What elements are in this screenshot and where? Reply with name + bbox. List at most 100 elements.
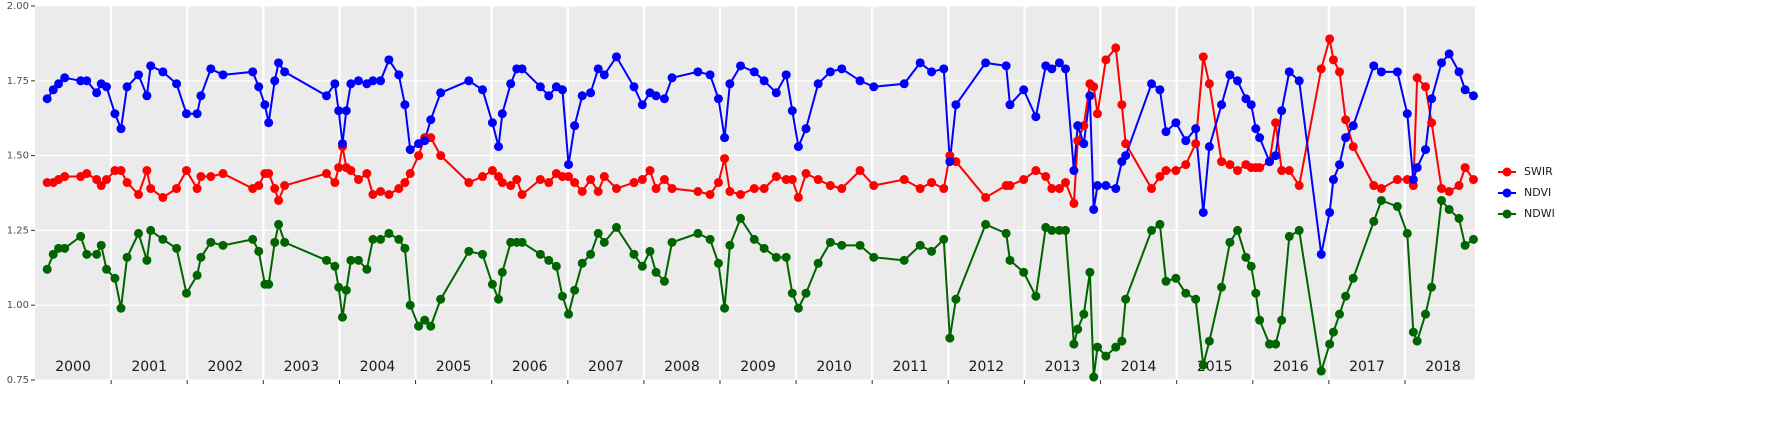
data-point xyxy=(544,178,554,188)
data-point xyxy=(801,124,811,134)
data-point xyxy=(1217,100,1227,110)
data-point xyxy=(362,169,372,179)
data-point xyxy=(1198,207,1208,217)
data-point xyxy=(48,249,58,259)
data-point xyxy=(693,228,703,238)
data-point xyxy=(1335,67,1345,77)
data-point xyxy=(1092,342,1102,352)
data-point xyxy=(837,184,847,194)
data-point xyxy=(192,184,202,194)
data-point xyxy=(218,240,228,250)
year-label: 2005 xyxy=(436,359,472,375)
year-label: 2008 xyxy=(664,359,700,375)
data-point xyxy=(637,100,647,110)
data-point xyxy=(1171,118,1181,128)
data-point xyxy=(142,166,152,176)
data-point xyxy=(713,178,723,188)
data-point xyxy=(218,169,228,179)
data-point xyxy=(787,288,797,298)
data-point xyxy=(1376,67,1386,77)
year-label: 2006 xyxy=(512,359,548,375)
data-point xyxy=(181,288,191,298)
data-point xyxy=(544,255,554,265)
data-point xyxy=(651,184,661,194)
data-point xyxy=(1054,184,1064,194)
data-point xyxy=(334,163,344,173)
data-point xyxy=(1092,109,1102,119)
data-point xyxy=(693,67,703,77)
data-point xyxy=(487,279,497,289)
year-label: 2012 xyxy=(969,359,1005,375)
data-point xyxy=(1421,309,1431,319)
data-point xyxy=(1073,324,1083,334)
data-point xyxy=(1054,58,1064,68)
data-point xyxy=(92,249,102,259)
data-point xyxy=(759,243,769,253)
data-point xyxy=(611,222,621,232)
data-point xyxy=(659,94,669,104)
data-point xyxy=(254,181,264,191)
data-point xyxy=(570,178,580,188)
data-point xyxy=(1460,163,1470,173)
data-point xyxy=(1294,225,1304,235)
data-point xyxy=(337,312,347,322)
data-point xyxy=(1147,225,1157,235)
data-point xyxy=(464,76,474,86)
data-point xyxy=(1460,240,1470,250)
data-point xyxy=(1341,291,1351,301)
data-point xyxy=(376,76,386,86)
data-point xyxy=(134,189,144,199)
data-point xyxy=(196,91,206,101)
year-label: 2007 xyxy=(588,359,624,375)
data-point xyxy=(1073,121,1083,131)
data-point xyxy=(1335,309,1345,319)
data-point xyxy=(353,76,363,86)
data-point xyxy=(116,124,126,134)
data-point xyxy=(146,225,156,235)
data-point xyxy=(771,172,781,182)
data-point xyxy=(659,175,669,185)
data-point xyxy=(254,246,264,256)
data-point xyxy=(322,255,332,265)
data-point xyxy=(1328,175,1338,185)
data-point xyxy=(1069,339,1079,349)
data-point xyxy=(400,100,410,110)
series-line xyxy=(46,198,1475,378)
data-point xyxy=(142,91,152,101)
legend-label: SWIR xyxy=(1524,165,1553,178)
data-point xyxy=(60,73,70,83)
data-point xyxy=(110,273,120,283)
data-point xyxy=(322,169,332,179)
data-point xyxy=(494,142,504,152)
data-point xyxy=(280,237,290,247)
data-point xyxy=(611,184,621,194)
data-point xyxy=(322,91,332,101)
data-point xyxy=(899,255,909,265)
data-point xyxy=(801,288,811,298)
data-point xyxy=(801,169,811,179)
data-point xyxy=(426,115,436,125)
year-label: 2009 xyxy=(740,359,776,375)
data-point xyxy=(693,187,703,197)
data-point xyxy=(759,76,769,86)
data-point xyxy=(651,91,661,101)
data-point xyxy=(1460,85,1470,95)
data-point xyxy=(1454,67,1464,77)
data-point xyxy=(82,169,92,179)
data-point xyxy=(517,189,527,199)
data-point xyxy=(1079,309,1089,319)
data-point xyxy=(713,258,723,268)
data-point xyxy=(1161,127,1171,137)
data-point xyxy=(1061,225,1071,235)
data-point xyxy=(172,184,182,194)
data-point xyxy=(1233,76,1243,86)
year-label: 2001 xyxy=(131,359,167,375)
data-point xyxy=(557,85,567,95)
data-point xyxy=(274,219,284,229)
data-point xyxy=(368,189,378,199)
data-point xyxy=(793,192,803,202)
data-point xyxy=(586,175,596,185)
data-point xyxy=(337,139,347,149)
data-point xyxy=(376,187,386,197)
data-point xyxy=(564,160,574,170)
